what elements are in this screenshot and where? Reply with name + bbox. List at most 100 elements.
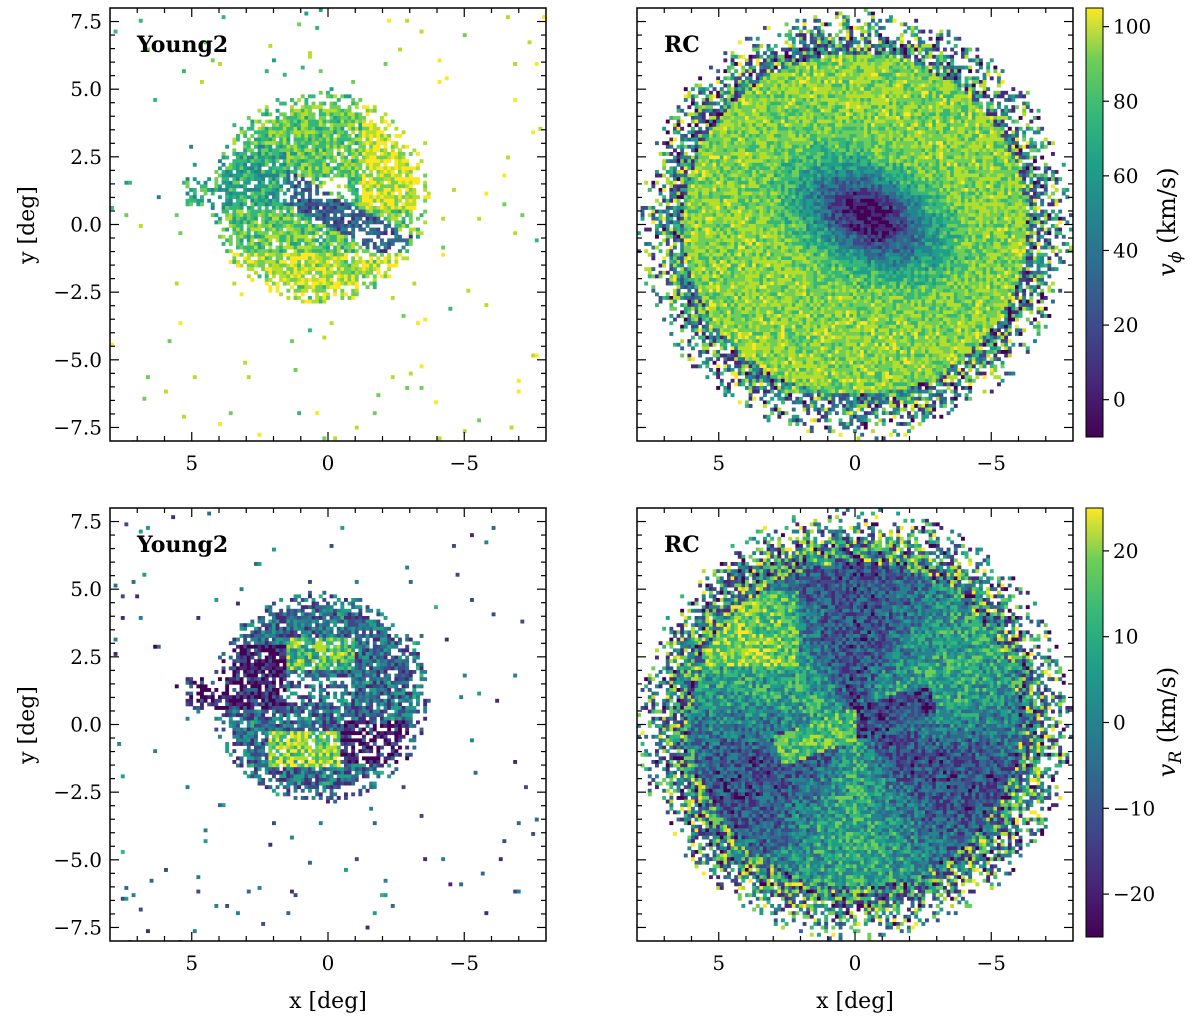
heatmap-cell [239, 166, 244, 171]
heatmap-cell [975, 152, 980, 156]
heatmap-cell [300, 231, 305, 236]
heatmap-cell [853, 101, 857, 106]
heatmap-cell [838, 119, 843, 124]
heatmap-cell [842, 141, 847, 146]
heatmap-cell [730, 65, 735, 70]
heatmap-cell [261, 242, 266, 246]
heatmap-cell [881, 94, 886, 99]
heatmap-cell [701, 98, 706, 102]
heatmap-cell [971, 58, 976, 63]
heatmap-cell [766, 119, 771, 124]
heatmap-cell [398, 180, 402, 185]
heatmap-cell [759, 44, 764, 48]
heatmap-cell [885, 72, 890, 77]
heatmap-cell [308, 202, 312, 207]
heatmap-cell [354, 101, 359, 106]
heatmap-cell [354, 159, 359, 164]
heatmap-cell [401, 155, 406, 160]
heatmap-cell [362, 281, 366, 286]
heatmap-cell [272, 267, 276, 272]
heatmap-cell [236, 206, 240, 210]
heatmap-cell [358, 98, 363, 102]
heatmap-cell [935, 65, 940, 70]
heatmap-cell [853, 65, 857, 70]
heatmap-cell [340, 256, 345, 261]
heatmap-cell [773, 105, 778, 110]
heatmap-cell [820, 101, 825, 106]
heatmap-cell [878, 69, 883, 74]
heatmap-cell [820, 105, 825, 110]
heatmap-cell [802, 18, 807, 23]
heatmap-cell [845, 51, 850, 56]
heatmap-cell [820, 130, 825, 135]
heatmap-cell [824, 144, 829, 149]
heatmap-cell [326, 263, 330, 268]
heatmap-cell [354, 155, 359, 160]
heatmap-cell [917, 58, 922, 63]
heatmap-cell [961, 141, 965, 146]
heatmap-cell [860, 126, 865, 131]
heatmap-cell [766, 87, 771, 92]
heatmap-cell [799, 87, 803, 92]
heatmap-cell [943, 58, 947, 63]
heatmap-cell [372, 242, 377, 246]
heatmap-cell [770, 116, 775, 120]
heatmap-cell [683, 98, 688, 102]
heatmap-cell [268, 249, 273, 254]
heatmap-cell [827, 155, 832, 160]
heatmap-cell [871, 76, 875, 81]
heatmap-cell [709, 137, 713, 142]
heatmap-cell [917, 90, 922, 95]
heatmap-cell [380, 252, 384, 257]
heatmap-cell [734, 80, 739, 84]
heatmap-cell [849, 144, 854, 149]
heatmap-cell [766, 69, 771, 74]
heatmap-cell [853, 108, 857, 113]
heatmap-cell [279, 155, 284, 160]
heatmap-cell [351, 234, 356, 239]
heatmap-cell [719, 94, 724, 99]
heatmap-cell [1015, 130, 1019, 135]
heatmap-cell [383, 119, 388, 124]
heatmap-cell [763, 69, 767, 74]
heatmap-cell [759, 80, 764, 84]
heatmap-cell [795, 101, 800, 106]
heatmap-cell [921, 116, 926, 120]
heatmap-cell [239, 213, 244, 218]
heatmap-cell [993, 141, 998, 146]
heatmap-cell [408, 177, 413, 182]
heatmap-cell [917, 119, 922, 124]
heatmap-cell [214, 188, 219, 192]
heatmap-cell [1025, 123, 1030, 128]
heatmap-cell [932, 148, 937, 153]
heatmap-cell [748, 101, 753, 106]
heatmap-cell [712, 152, 717, 156]
heatmap-cell [398, 166, 402, 171]
heatmap-cell [737, 148, 742, 153]
heatmap-cell [308, 285, 312, 290]
heatmap-cell [412, 166, 417, 171]
heatmap-cell [336, 263, 341, 268]
heatmap-cell [867, 69, 872, 74]
heatmap-cell [799, 152, 803, 156]
heatmap-cell [964, 105, 969, 110]
heatmap-cell [755, 108, 760, 113]
heatmap-cell [943, 123, 947, 128]
heatmap-cell [210, 213, 215, 218]
heatmap-cell [802, 134, 807, 138]
heatmap-cell [953, 126, 958, 131]
heatmap-cell [210, 58, 215, 63]
heatmap-cell [813, 83, 818, 88]
heatmap-cell [311, 126, 316, 131]
heatmap-cell [336, 260, 341, 264]
heatmap-cell [874, 134, 879, 138]
heatmap-cell [921, 69, 926, 74]
heatmap-cell [727, 76, 731, 81]
heatmap-cell [885, 62, 890, 66]
heatmap-cell [354, 252, 359, 257]
heatmap-cell [336, 98, 341, 102]
heatmap-cell [763, 123, 767, 128]
heatmap-cell [925, 137, 929, 142]
heatmap-cell [813, 148, 818, 153]
heatmap-cell [748, 98, 753, 102]
